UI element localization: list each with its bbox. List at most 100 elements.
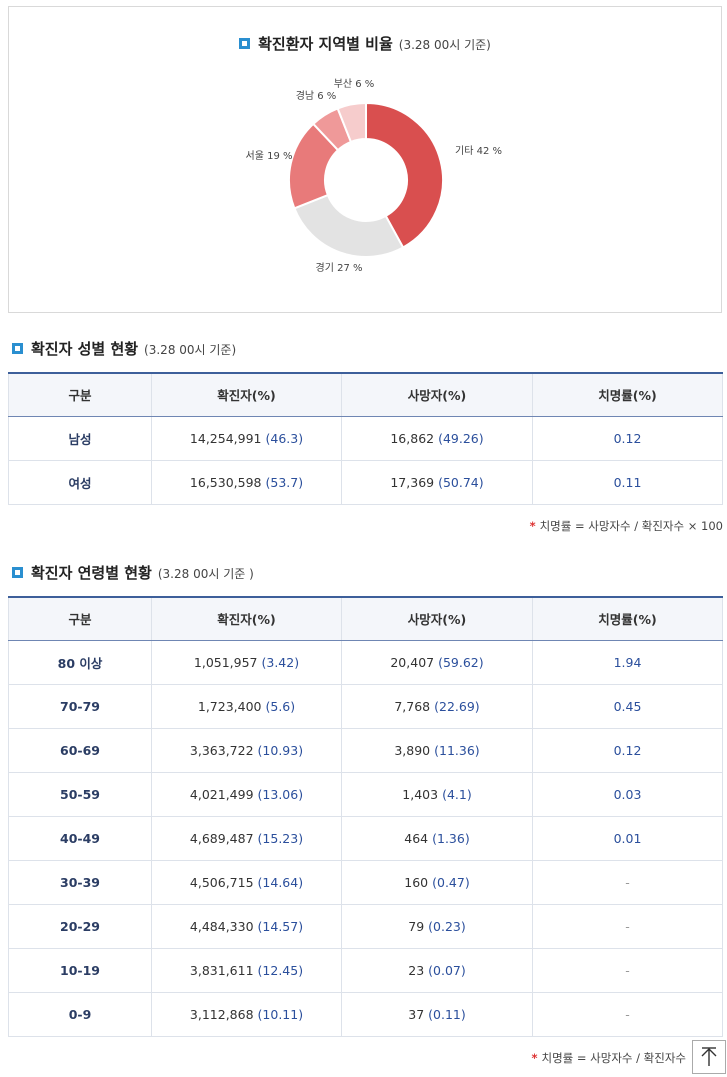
gender-section-title: 확진자 성별 현황 (3.28 00시 기준)	[12, 338, 236, 359]
asterisk-icon: *	[531, 1051, 538, 1065]
fatality-rate-cell: 0.01	[532, 815, 723, 861]
deaths-cell: 7,768 (22.69)	[341, 683, 533, 729]
cases-cell: 16,530,598 (53.7)	[151, 459, 342, 505]
fatality-rate-cell: 0.12	[532, 727, 723, 773]
gender-header-3: 치명률(%)	[532, 372, 723, 417]
table-row: 70-79 1,723,400 (5.6) 7,768 (22.69) 0.45	[8, 683, 723, 729]
deaths-cell: 79 (0.23)	[341, 903, 533, 949]
fatality-rate-cell: 0.03	[532, 771, 723, 817]
fatality-rate-cell: 0.11	[532, 459, 723, 505]
age-section-subtitle: (3.28 00시 기준 )	[157, 567, 254, 581]
fatality-rate-cell: 0.12	[532, 415, 723, 461]
deaths-cell: 16,862 (49.26)	[341, 415, 533, 461]
table-row: 여성 16,530,598 (53.7) 17,369 (50.74) 0.11	[8, 459, 723, 505]
table-row: 60-69 3,363,722 (10.93) 3,890 (11.36) 0.12	[8, 727, 723, 773]
cases-cell: 3,831,611 (12.45)	[151, 947, 342, 993]
region-chart-title: 확진환자 지역별 비율 (3.28 00시 기준)	[9, 33, 721, 54]
pie-label-경남: 경남 6 %	[296, 89, 337, 102]
table-row: 80 이상 1,051,957 (3.42) 20,407 (59.62) 1.94	[8, 639, 723, 685]
deaths-cell: 20,407 (59.62)	[341, 639, 533, 685]
deaths-percent: (0.23)	[428, 918, 466, 934]
cases-cell: 3,363,722 (10.93)	[151, 727, 342, 773]
deaths-cell: 3,890 (11.36)	[341, 727, 533, 773]
fatality-rate-cell: -	[532, 859, 723, 905]
pie-label-기타: 기타 42 %	[455, 145, 502, 157]
age-table: 구분 확진자(%) 사망자(%) 치명률(%) 80 이상 1,051,957 (3.4…	[8, 596, 723, 1037]
gender-section-subtitle: (3.28 00시 기준)	[144, 343, 237, 357]
age-note: * 치명률 = 사망자수 / 확진자수	[531, 1051, 686, 1065]
pie-label-경기: 경기 27 %	[316, 261, 363, 274]
cases-percent: (10.11)	[257, 1006, 304, 1022]
row-category: 40-49	[8, 815, 152, 861]
cases-cell: 4,689,487 (15.23)	[151, 815, 342, 861]
cases-percent: (5.6)	[265, 698, 296, 714]
row-category: 60-69	[8, 727, 152, 773]
cases-cell: 14,254,991 (46.3)	[151, 415, 342, 461]
pie-slice-경기[interactable]	[293, 193, 405, 258]
cases-percent: (3.42)	[261, 654, 300, 670]
cases-cell: 3,112,868 (10.11)	[151, 991, 342, 1037]
table-row: 20-29 4,484,330 (14.57) 79 (0.23) -	[8, 903, 723, 949]
deaths-cell: 17,369 (50.74)	[341, 459, 533, 505]
row-category: 20-29	[8, 903, 152, 949]
deaths-cell: 23 (0.07)	[341, 947, 533, 993]
deaths-percent: (0.11)	[428, 1006, 466, 1022]
region-chart-panel: 확진환자 지역별 비율 (3.28 00시 기준) 기타 42 % 경기 27 % 서…	[8, 6, 722, 313]
region-chart-subtitle: (3.28 00시 기준)	[398, 38, 491, 52]
table-row: 40-49 4,689,487 (15.23) 464 (1.36) 0.01	[8, 815, 723, 861]
deaths-cell: 160 (0.47)	[341, 859, 533, 905]
cases-cell: 4,021,499 (13.06)	[151, 771, 342, 817]
pie-slice-부산[interactable]	[336, 101, 367, 144]
deaths-percent: (50.74)	[438, 474, 484, 490]
table-row: 30-39 4,506,715 (14.64) 160 (0.47) -	[8, 859, 723, 905]
square-bullet-icon	[12, 343, 23, 354]
deaths-percent: (0.47)	[432, 874, 470, 890]
deaths-percent: (22.69)	[434, 698, 480, 714]
row-category: 여성	[8, 459, 152, 505]
age-header-3: 치명률(%)	[532, 596, 723, 641]
square-bullet-icon	[12, 567, 23, 578]
cases-percent: (14.64)	[257, 874, 304, 890]
deaths-percent: (11.36)	[434, 742, 480, 758]
deaths-percent: (1.36)	[432, 830, 470, 846]
fatality-rate-cell: 1.94	[532, 639, 723, 685]
deaths-cell: 37 (0.11)	[341, 991, 533, 1037]
gender-note: * 치명률 = 사망자수 / 확진자수 × 100	[529, 519, 723, 533]
pie-label-부산: 부산 6 %	[334, 78, 375, 90]
table-row: 10-19 3,831,611 (12.45) 23 (0.07) -	[8, 947, 723, 993]
gender-header-1: 확진자(%)	[151, 372, 342, 417]
square-bullet-icon	[239, 38, 251, 49]
region-donut-chart: 기타 42 % 경기 27 % 서울 19 % 경남 6 %부산 6 %	[246, 78, 502, 274]
deaths-percent: (4.1)	[442, 786, 472, 802]
fatality-rate-cell: 0.45	[532, 683, 723, 729]
row-category: 70-79	[8, 683, 152, 729]
row-category: 0-9	[8, 991, 152, 1037]
cases-percent: (46.3)	[265, 430, 304, 446]
gender-table: 구분 확진자(%) 사망자(%) 치명률(%) 남성 14,254,991 (46.3)…	[8, 372, 723, 505]
gender-header-2: 사망자(%)	[341, 372, 533, 417]
pie-label-서울: 서울 19 %	[246, 150, 293, 162]
deaths-percent: (0.07)	[428, 962, 466, 978]
deaths-percent: (49.26)	[438, 430, 484, 446]
gender-header-0: 구분	[8, 372, 152, 417]
fatality-rate-cell: -	[532, 991, 723, 1037]
age-header-2: 사망자(%)	[341, 596, 533, 641]
pie-slice-기타[interactable]	[365, 101, 444, 249]
deaths-cell: 1,403 (4.1)	[341, 771, 533, 817]
asterisk-icon: *	[529, 519, 536, 533]
deaths-percent: (59.62)	[438, 654, 484, 670]
cases-cell: 4,484,330 (14.57)	[151, 903, 342, 949]
deaths-cell: 464 (1.36)	[341, 815, 533, 861]
scroll-top-button[interactable]	[692, 1040, 726, 1074]
age-section-title: 확진자 연령별 현황 (3.28 00시 기준 )	[12, 562, 254, 583]
cases-percent: (10.93)	[257, 742, 304, 758]
cases-cell: 1,723,400 (5.6)	[151, 683, 342, 729]
arrow-up-icon	[701, 1047, 717, 1066]
cases-cell: 1,051,957 (3.42)	[151, 639, 342, 685]
cases-percent: (12.45)	[257, 962, 304, 978]
cases-percent: (15.23)	[257, 830, 304, 846]
cases-percent: (53.7)	[265, 474, 304, 490]
age-header-1: 확진자(%)	[151, 596, 342, 641]
cases-percent: (13.06)	[257, 786, 304, 802]
cases-cell: 4,506,715 (14.64)	[151, 859, 342, 905]
